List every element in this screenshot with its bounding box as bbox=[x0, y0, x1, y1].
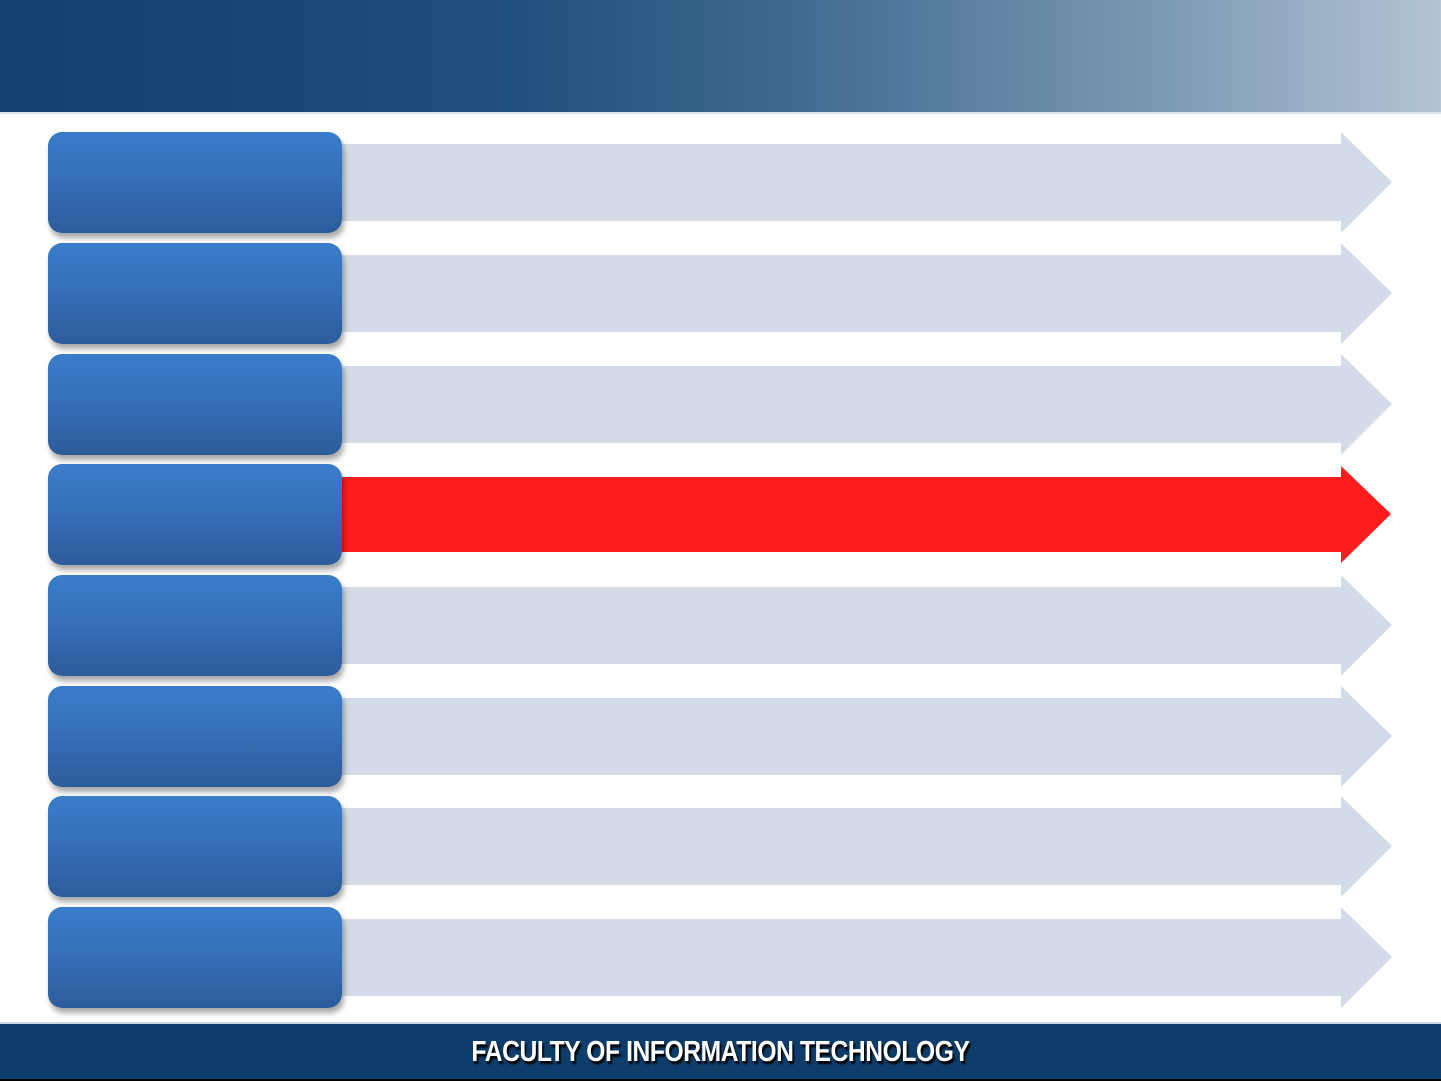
agenda-row bbox=[0, 575, 1441, 676]
highlight-arrow bbox=[342, 466, 1391, 563]
agenda-box bbox=[48, 796, 342, 897]
agenda-arrow bbox=[342, 575, 1392, 676]
agenda-box bbox=[48, 575, 342, 676]
footer-banner: FACULTY OF INFORMATION TECHNOLOGY bbox=[0, 1022, 1441, 1081]
arrow-shape bbox=[342, 354, 1392, 455]
arrow-shape bbox=[342, 796, 1392, 897]
agenda-box bbox=[48, 907, 342, 1008]
agenda-row bbox=[0, 796, 1441, 897]
header-banner bbox=[0, 0, 1441, 112]
agenda-arrow bbox=[342, 132, 1392, 233]
header-divider bbox=[0, 112, 1441, 114]
agenda-row bbox=[0, 907, 1441, 1008]
agenda-box bbox=[48, 464, 342, 565]
agenda-arrow bbox=[342, 907, 1392, 1008]
arrow-shape bbox=[342, 132, 1392, 233]
arrow-shape bbox=[342, 907, 1392, 1008]
agenda-arrow bbox=[342, 686, 1392, 787]
agenda-row bbox=[0, 464, 1441, 565]
bottom-border bbox=[0, 1079, 1441, 1081]
agenda-box bbox=[48, 354, 342, 455]
agenda-row bbox=[0, 686, 1441, 787]
agenda-arrow bbox=[342, 796, 1392, 897]
agenda-row bbox=[0, 132, 1441, 233]
arrow-shape bbox=[342, 686, 1392, 787]
arrow-shape bbox=[342, 466, 1391, 563]
agenda-arrow bbox=[342, 354, 1392, 455]
agenda-arrow bbox=[342, 243, 1392, 344]
arrow-shape bbox=[342, 243, 1392, 344]
arrow-shape bbox=[342, 575, 1392, 676]
agenda-box bbox=[48, 686, 342, 787]
agenda-box bbox=[48, 243, 342, 344]
footer-title: FACULTY OF INFORMATION TECHNOLOGY bbox=[471, 1036, 970, 1068]
agenda-row bbox=[0, 354, 1441, 455]
agenda-row bbox=[0, 243, 1441, 344]
agenda-box bbox=[48, 132, 342, 233]
